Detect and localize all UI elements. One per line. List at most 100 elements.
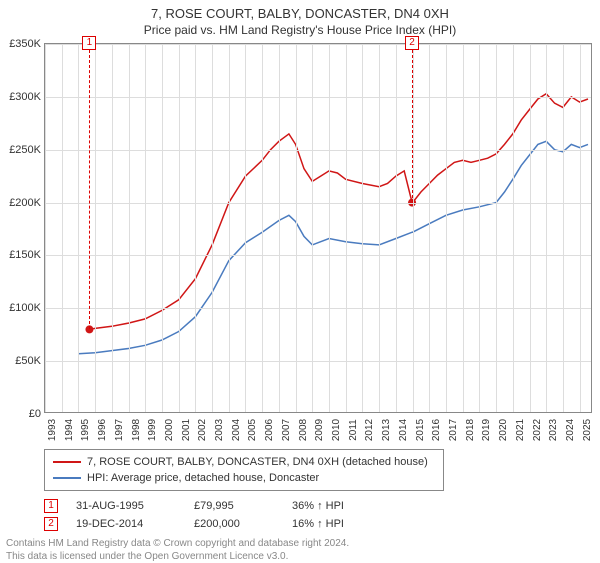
x-axis-tick: 2011	[346, 419, 359, 441]
chart-svg	[45, 44, 591, 412]
gridline-vertical	[212, 44, 213, 412]
gridline-vertical	[145, 44, 146, 412]
marker-label: 1	[82, 36, 96, 50]
gridline-vertical	[379, 44, 380, 412]
gridline-vertical	[129, 44, 130, 412]
gridline-vertical	[346, 44, 347, 412]
gridline-vertical	[179, 44, 180, 412]
series-line-hpi	[78, 141, 588, 353]
gridline-vertical	[580, 44, 581, 412]
legend-swatch	[53, 477, 81, 479]
y-axis-tick: £350K	[9, 38, 45, 50]
gridline-vertical	[95, 44, 96, 412]
x-axis-tick: 2003	[212, 419, 225, 441]
gridline-vertical	[429, 44, 430, 412]
x-axis-tick: 2014	[396, 419, 409, 441]
x-axis-tick: 1995	[78, 419, 91, 441]
y-axis-tick: £300K	[9, 91, 45, 103]
x-axis-tick: 2020	[496, 419, 509, 441]
gridline-vertical	[513, 44, 514, 412]
gridline-horizontal	[45, 97, 591, 98]
x-axis-tick: 2021	[513, 419, 526, 441]
x-axis-tick: 2016	[429, 419, 442, 441]
x-axis-tick: 2024	[563, 419, 576, 441]
x-axis-tick: 2004	[229, 419, 242, 441]
y-axis-tick: £150K	[9, 249, 45, 261]
x-axis-tick: 2018	[463, 419, 476, 441]
gridline-vertical	[479, 44, 480, 412]
x-axis-tick: 2025	[580, 419, 593, 441]
legend-box: 7, ROSE COURT, BALBY, DONCASTER, DN4 0XH…	[44, 449, 444, 491]
x-axis-tick: 2022	[530, 419, 543, 441]
chart-title: 7, ROSE COURT, BALBY, DONCASTER, DN4 0XH	[0, 0, 600, 21]
x-axis-tick: 2001	[179, 419, 192, 441]
x-axis-tick: 2005	[245, 419, 258, 441]
x-axis-tick: 1997	[112, 419, 125, 441]
gridline-vertical	[396, 44, 397, 412]
gridline-vertical	[463, 44, 464, 412]
event-price: £79,995	[194, 500, 274, 512]
x-axis-tick: 2019	[479, 419, 492, 441]
event-delta: 16% ↑ HPI	[292, 518, 392, 530]
x-axis-tick: 1994	[62, 419, 75, 441]
y-axis-tick: £100K	[9, 302, 45, 314]
gridline-vertical	[496, 44, 497, 412]
chart-plot-area: £0£50K£100K£150K£200K£250K£300K£350K1993…	[44, 43, 592, 413]
gridline-vertical	[546, 44, 547, 412]
chart-wrap: £0£50K£100K£150K£200K£250K£300K£350K1993…	[44, 43, 592, 413]
gridline-vertical	[195, 44, 196, 412]
x-axis-tick: 2007	[279, 419, 292, 441]
gridline-vertical	[279, 44, 280, 412]
event-date: 19-DEC-2014	[76, 518, 176, 530]
event-marker-icon: 2	[44, 517, 58, 531]
gridline-vertical	[446, 44, 447, 412]
gridline-horizontal	[45, 255, 591, 256]
y-axis-tick: £50K	[15, 355, 45, 367]
x-axis-tick: 1993	[45, 419, 58, 441]
gridline-vertical	[329, 44, 330, 412]
y-axis-tick: £250K	[9, 144, 45, 156]
gridline-horizontal	[45, 203, 591, 204]
event-marker-icon: 1	[44, 499, 58, 513]
legend-label: HPI: Average price, detached house, Donc…	[87, 470, 319, 486]
legend-item: HPI: Average price, detached house, Donc…	[53, 470, 435, 486]
x-axis-tick: 2015	[413, 419, 426, 441]
marker-guide-line	[412, 50, 413, 203]
gridline-vertical	[530, 44, 531, 412]
x-axis-tick: 2009	[312, 419, 325, 441]
gridline-vertical	[362, 44, 363, 412]
gridline-vertical	[162, 44, 163, 412]
legend-item: 7, ROSE COURT, BALBY, DONCASTER, DN4 0XH…	[53, 454, 435, 470]
gridline-vertical	[262, 44, 263, 412]
x-axis-tick: 2008	[296, 419, 309, 441]
legend-label: 7, ROSE COURT, BALBY, DONCASTER, DN4 0XH…	[87, 454, 428, 470]
event-price: £200,000	[194, 518, 274, 530]
marker-guide-line	[89, 50, 90, 329]
gridline-vertical	[245, 44, 246, 412]
gridline-vertical	[112, 44, 113, 412]
event-row: 1 31-AUG-1995 £79,995 36% ↑ HPI	[44, 499, 600, 513]
x-axis-tick: 2006	[262, 419, 275, 441]
x-axis-tick: 2010	[329, 419, 342, 441]
gridline-vertical	[296, 44, 297, 412]
x-axis-tick: 1998	[129, 419, 142, 441]
footer-attribution: Contains HM Land Registry data © Crown c…	[6, 537, 594, 563]
x-axis-tick: 2023	[546, 419, 559, 441]
x-axis-tick: 2013	[379, 419, 392, 441]
x-axis-tick: 2012	[362, 419, 375, 441]
y-axis-tick: £0	[29, 408, 45, 420]
gridline-vertical	[45, 44, 46, 412]
gridline-horizontal	[45, 308, 591, 309]
footer-line: This data is licensed under the Open Gov…	[6, 550, 594, 563]
event-list: 1 31-AUG-1995 £79,995 36% ↑ HPI 2 19-DEC…	[44, 499, 600, 531]
gridline-vertical	[78, 44, 79, 412]
gridline-horizontal	[45, 44, 591, 45]
legend-swatch	[53, 461, 81, 463]
event-date: 31-AUG-1995	[76, 500, 176, 512]
event-row: 2 19-DEC-2014 £200,000 16% ↑ HPI	[44, 517, 600, 531]
y-axis-tick: £200K	[9, 197, 45, 209]
gridline-vertical	[62, 44, 63, 412]
gridline-horizontal	[45, 361, 591, 362]
gridline-vertical	[312, 44, 313, 412]
gridline-vertical	[229, 44, 230, 412]
